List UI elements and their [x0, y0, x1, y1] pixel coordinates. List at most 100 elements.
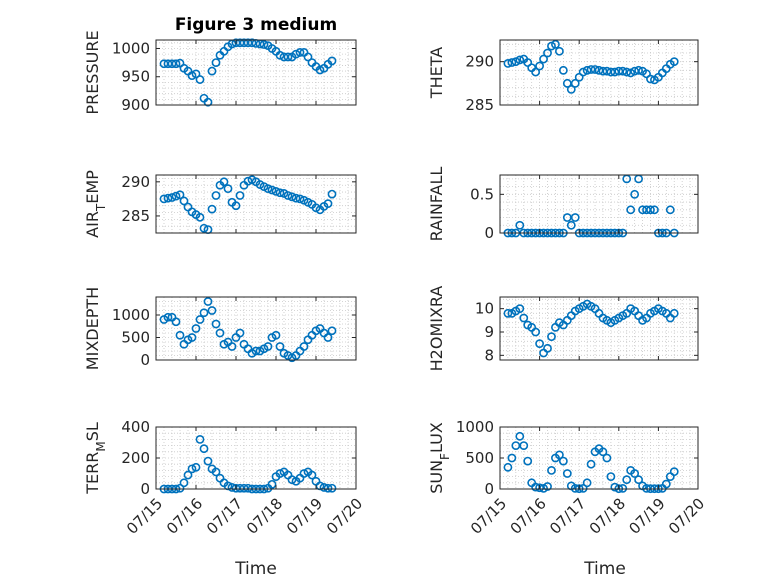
data-point [523, 456, 533, 466]
data-point [519, 313, 529, 323]
y-axis-label: SUNFLUX [427, 422, 452, 494]
data-point [535, 483, 544, 493]
data-point [307, 470, 317, 480]
y-tick-label: 950 [121, 68, 150, 86]
data-point [650, 205, 659, 215]
data-point [207, 66, 217, 76]
data-point [626, 205, 636, 215]
data-point [515, 220, 525, 230]
data-point [582, 65, 592, 75]
data-point [263, 342, 273, 351]
data-point [295, 194, 305, 204]
data-point [239, 38, 249, 48]
x-tick-label: 07/20 [665, 495, 708, 538]
panel-air-temp: 285 290 AIRTEMP [83, 170, 357, 238]
data-point [669, 57, 679, 67]
data-point [207, 306, 217, 315]
data-point [555, 46, 564, 56]
data-point [167, 193, 177, 202]
data-point [669, 467, 679, 477]
data-point [271, 330, 281, 340]
data-point [535, 339, 544, 349]
data-point [211, 319, 221, 329]
data-point [267, 185, 277, 195]
data-point [179, 478, 189, 488]
data-point [275, 188, 285, 198]
data-point [191, 69, 201, 79]
panel-theta: 285 290 THETA [427, 39, 699, 114]
data-point [211, 191, 221, 200]
data-point [243, 176, 253, 186]
x-tick-label: 07/16 [163, 495, 206, 538]
data-point [171, 191, 181, 201]
data-point [191, 324, 201, 333]
x-tick-label: 07/18 [243, 495, 286, 538]
y-tick-label: 1000 [456, 418, 494, 436]
data-point [323, 483, 333, 493]
y-axis-label: RAINFALL [427, 167, 446, 242]
panel-mixdepth: 0 500 1000 MIXDEPTH [83, 287, 357, 370]
data-point [295, 48, 305, 57]
x-tick-label: 07/18 [586, 495, 629, 538]
data-point [503, 308, 513, 318]
data-point [211, 58, 221, 68]
y-axis-label: AIRTEMP [83, 170, 108, 238]
y-tick-label: 1000 [112, 39, 150, 57]
data-point [507, 58, 517, 67]
data-point [195, 315, 205, 324]
y-tick-label: 285 [465, 96, 494, 114]
data-point [519, 441, 529, 450]
axes-background [155, 39, 357, 106]
data-point [570, 78, 580, 88]
y-tick-label: 400 [121, 418, 150, 436]
data-point [586, 459, 596, 469]
data-point [665, 205, 675, 215]
data-point [327, 189, 337, 199]
y-tick-label: 0 [140, 480, 150, 498]
data-point [183, 470, 193, 480]
data-point [594, 65, 604, 75]
y-tick-label: 200 [121, 449, 150, 467]
data-point [327, 326, 337, 336]
data-point [187, 333, 197, 342]
data-point [543, 482, 552, 491]
data-point [562, 469, 572, 478]
y-axis-label: PRESSURE [83, 30, 102, 114]
data-point [211, 467, 221, 477]
data-point [661, 479, 671, 489]
data-point [207, 204, 217, 214]
y-tick-label: 500 [465, 449, 494, 467]
y-tick-label: 1000 [112, 306, 150, 324]
data-point [223, 184, 233, 194]
data-point [251, 346, 261, 356]
data-point [171, 59, 181, 69]
y-tick-label: 0.5 [470, 185, 494, 203]
data-point [558, 456, 568, 466]
data-point [239, 483, 249, 493]
x-tick-label: 07/19 [283, 495, 326, 538]
data-point [235, 328, 245, 338]
data-point [195, 75, 205, 84]
data-point [618, 66, 628, 76]
data-point [299, 342, 309, 351]
y-tick-label: 9 [484, 323, 494, 341]
data-point [231, 483, 241, 493]
y-tick-label: 285 [121, 207, 150, 225]
y-axis-label: THETA [427, 47, 446, 99]
data-point [630, 469, 640, 478]
data-point [203, 456, 213, 466]
y-tick-label: 900 [121, 96, 150, 114]
data-point [215, 328, 225, 338]
data-point [247, 38, 257, 48]
data-point [227, 342, 237, 351]
x-tick-label: 07/17 [203, 495, 246, 538]
x-tick-label: 07/16 [507, 495, 550, 538]
data-point [535, 61, 544, 71]
data-point [231, 201, 241, 211]
data-point [590, 65, 600, 74]
panel-pressure: 900 950 1000 PRESSURE [83, 30, 357, 115]
data-point [606, 472, 616, 481]
x-axis-label-right: Time [583, 559, 626, 579]
data-point [614, 66, 624, 76]
y-tick-label: 0 [140, 351, 150, 369]
